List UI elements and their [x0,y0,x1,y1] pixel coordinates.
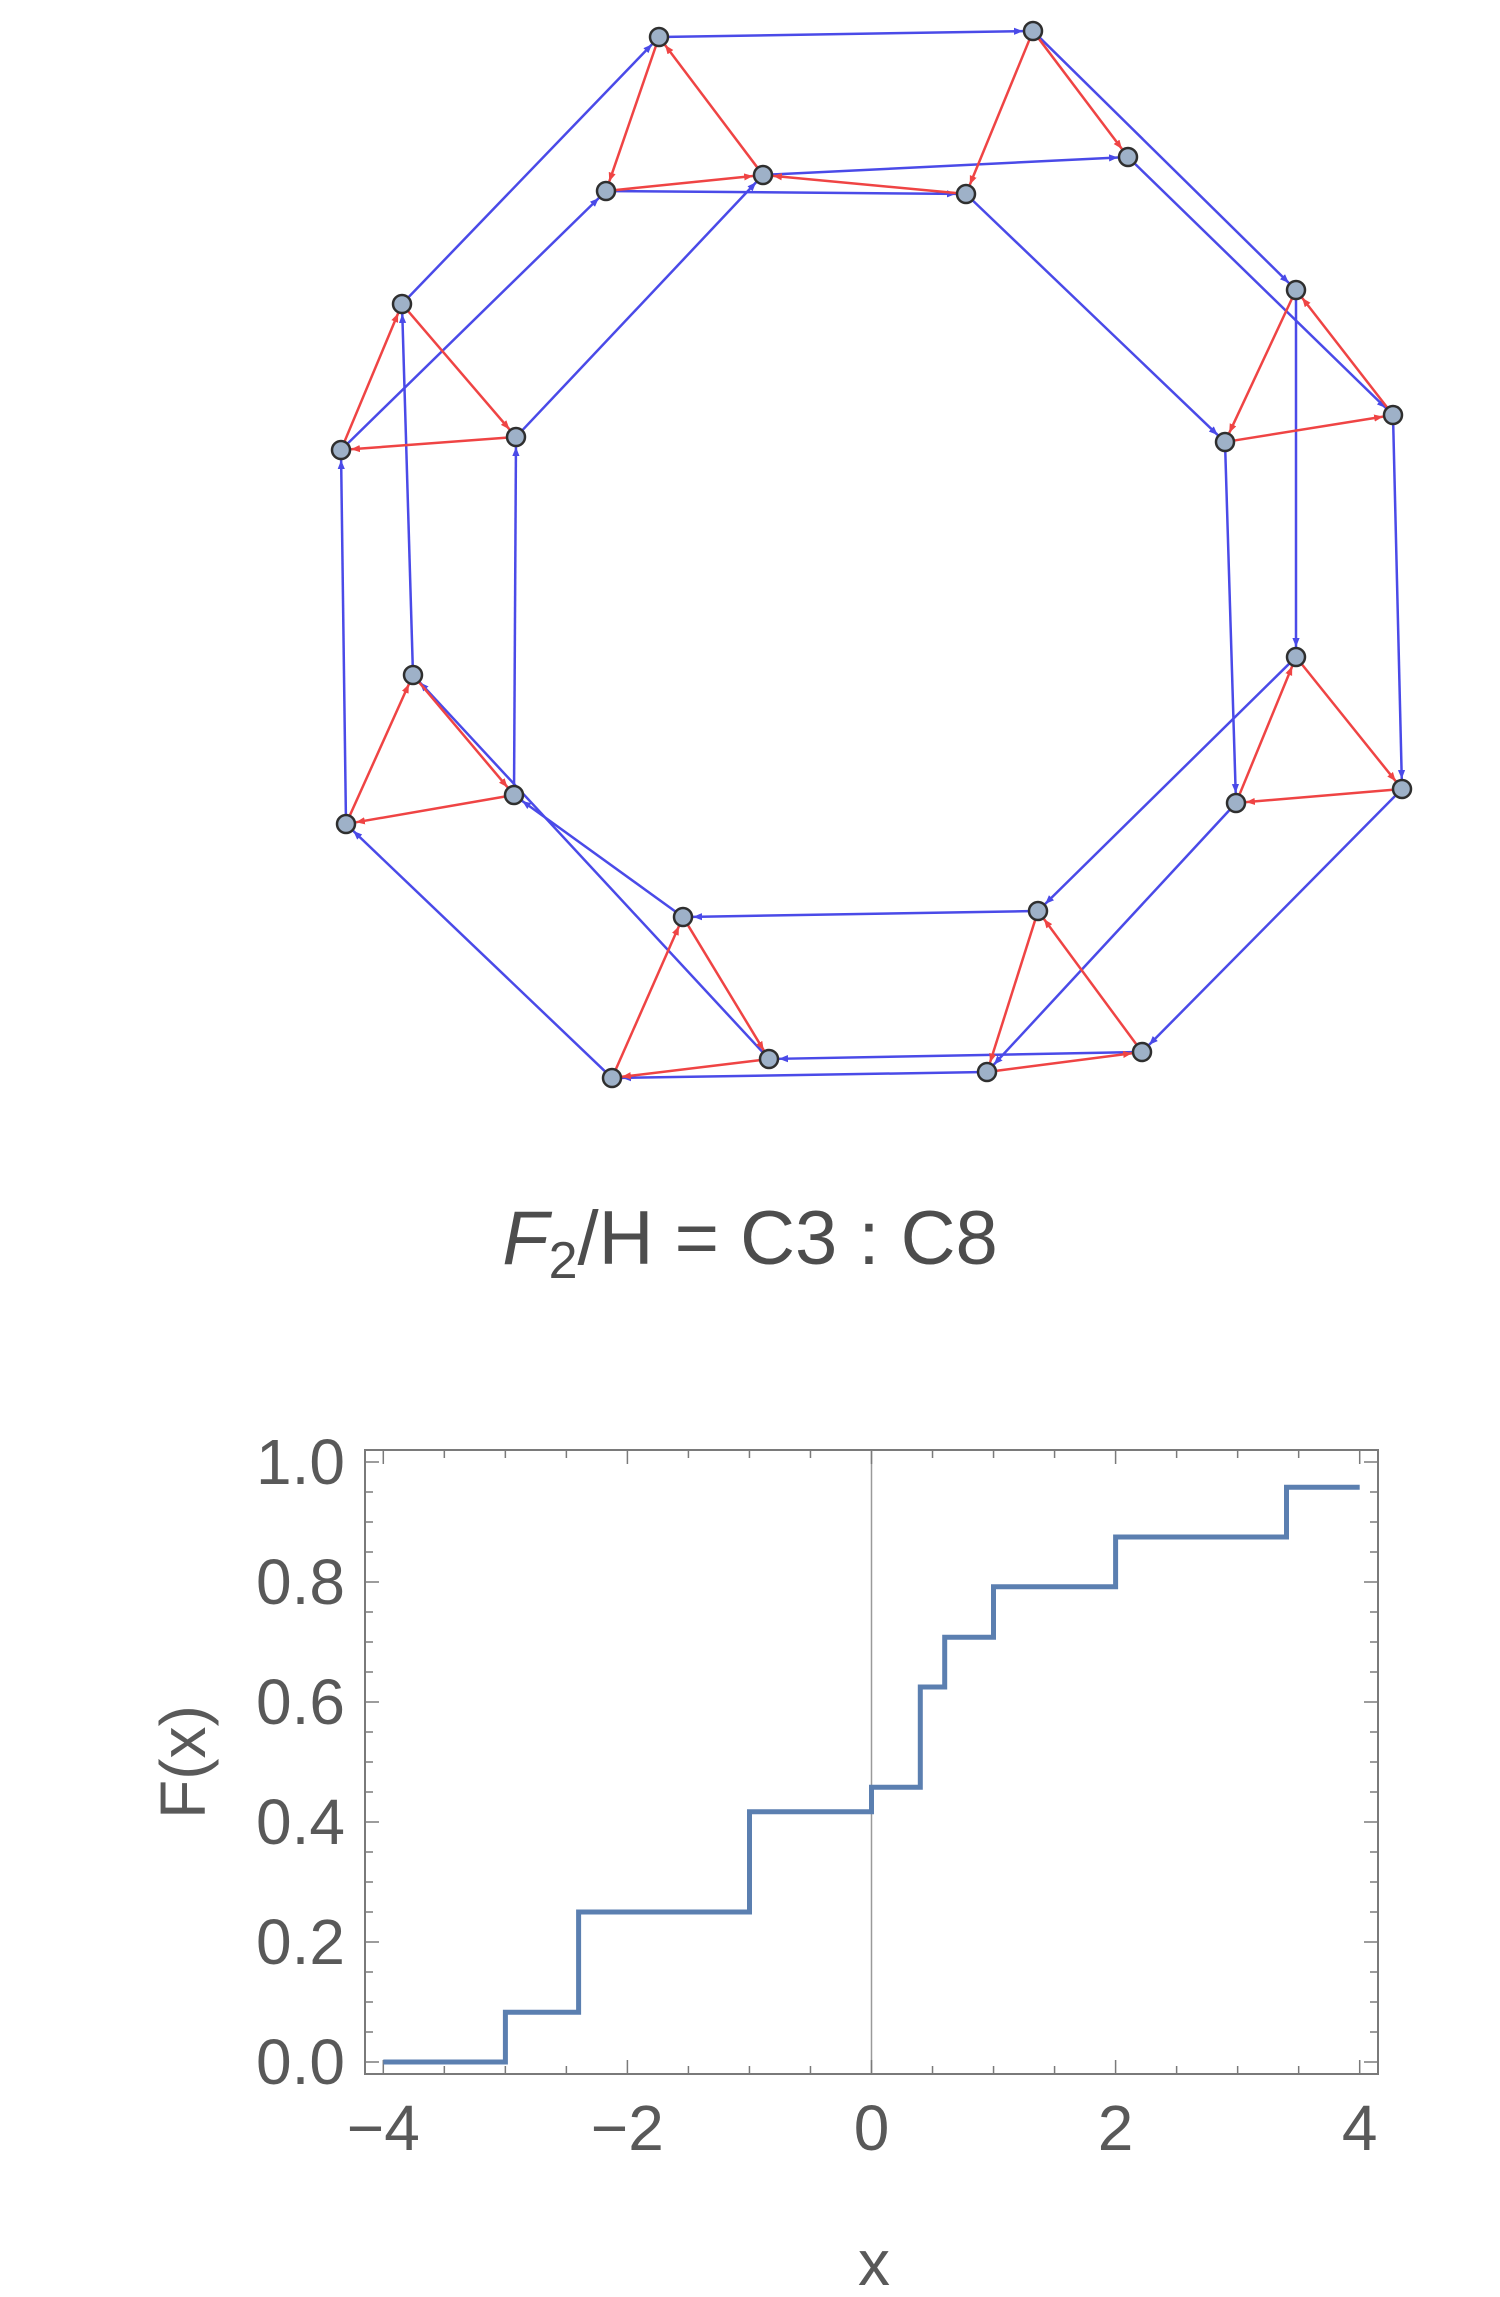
graph-node [1214,431,1236,453]
graph-edges [337,27,1406,1082]
graph-edge-blue [992,808,1231,1066]
graph-edge-red [1042,918,1138,1046]
graph-node [758,1048,780,1070]
graph-edge-blue [352,830,607,1073]
graph-edge-red [1233,414,1384,442]
graph-edge-blue [521,799,677,913]
graph-edge-red [355,795,506,825]
graph-node [330,439,352,461]
axis-ticks [365,1450,1378,2074]
graph-node [391,293,413,315]
graph-node [1285,646,1307,668]
graph-edge-red [614,173,754,192]
graph-edge-red [1037,37,1123,150]
y-tick-label: 1.0 [256,1426,345,1498]
graph-node [1027,900,1049,922]
caption-group: F [502,1196,549,1281]
graph-edge-blue [667,27,1024,39]
graph-node [1382,404,1404,426]
graph-edge-blue [1148,794,1397,1046]
graph-node [752,164,774,186]
graph-edge-blue [346,197,600,445]
graph-edge-blue [1038,36,1290,284]
graph-edge-red [1228,297,1294,434]
x-tick-label: 4 [1342,2092,1378,2164]
graph-edge-blue [512,446,520,787]
graph-edge-red [686,924,765,1052]
caption-rest: /H = C3 : C8 [577,1196,998,1281]
graph-node [503,784,525,806]
x-tick-label: 0 [854,2092,890,2164]
graph-edge-blue [407,43,653,299]
graph-edge-blue [1044,662,1291,905]
axis-tick-labels: −4 −2 0 2 4 0.0 0.2 0.4 0.6 0.8 1.0 [256,1426,1377,2164]
graph-edge-red [621,1058,761,1080]
graph-edge-blue [971,199,1219,436]
graph-edge-red [1300,663,1397,782]
graph-caption: F2/H = C3 : C8 [0,1195,1500,1291]
graph-node [1285,279,1307,301]
graph-edge-blue [398,313,414,667]
graph-edge-blue [614,189,957,198]
graph-edge-red [614,925,681,1071]
graph-node [601,1067,623,1089]
graph-edge-red [608,45,658,182]
graph-node [1225,792,1247,814]
caption-subscript: 2 [548,1232,578,1290]
graph-edge-blue [337,459,348,816]
graph-node [335,813,357,835]
graph-edge-red [417,681,509,789]
graph-node [955,183,977,205]
y-tick-label: 0.0 [256,2026,345,2098]
graph-node [402,664,424,686]
x-tick-label: −2 [591,2092,664,2164]
graph-edge-red [350,436,508,453]
graph-edge-blue [418,681,764,1054]
x-tick-label: −4 [347,2092,420,2164]
graph-edge-blue [621,1070,979,1082]
graph-nodes [330,20,1413,1089]
y-tick-label: 0.8 [256,1546,345,1618]
cdf-series-line [383,1484,1360,2065]
cayley-graph [330,20,1413,1089]
graph-edge-red [348,683,411,817]
graph-edge-blue [1224,450,1240,794]
graph-edge-blue [692,909,1030,921]
graph-node [976,1061,998,1083]
graph-node [1117,146,1139,168]
x-tick-label: 2 [1098,2092,1134,2164]
graph-node [1391,778,1413,800]
graph-edge-red [406,310,511,431]
graph-node [595,180,617,202]
graph-edge-red [1301,297,1389,409]
graph-edge-red [988,919,1037,1063]
graph-node [672,906,694,928]
graph-node [505,426,527,448]
graph-edge-blue [521,181,758,432]
graph-edge-red [772,173,958,195]
graph-edge-red [995,1050,1133,1073]
graph-node [648,26,670,48]
graph-edge-red [1245,788,1394,805]
graph-node [1131,1041,1153,1063]
y-tick-label: 0.6 [256,1666,345,1738]
y-tick-label: 0.2 [256,1906,345,1978]
y-tick-label: 0.4 [256,1786,345,1858]
x-axis-label: x [858,2227,890,2297]
graph-edge-blue [778,1050,1134,1063]
graph-edge-blue [771,154,1119,176]
graph-edge-red [1238,665,1294,796]
y-axis-label: F(x) [147,1705,219,1819]
graph-edge-red [343,312,400,443]
graph-node [1022,20,1044,42]
graph-edge-red [968,38,1031,186]
graph-edge-blue [1133,162,1387,409]
graph-edge-blue [1391,423,1406,780]
graph-edge-red [664,44,759,169]
